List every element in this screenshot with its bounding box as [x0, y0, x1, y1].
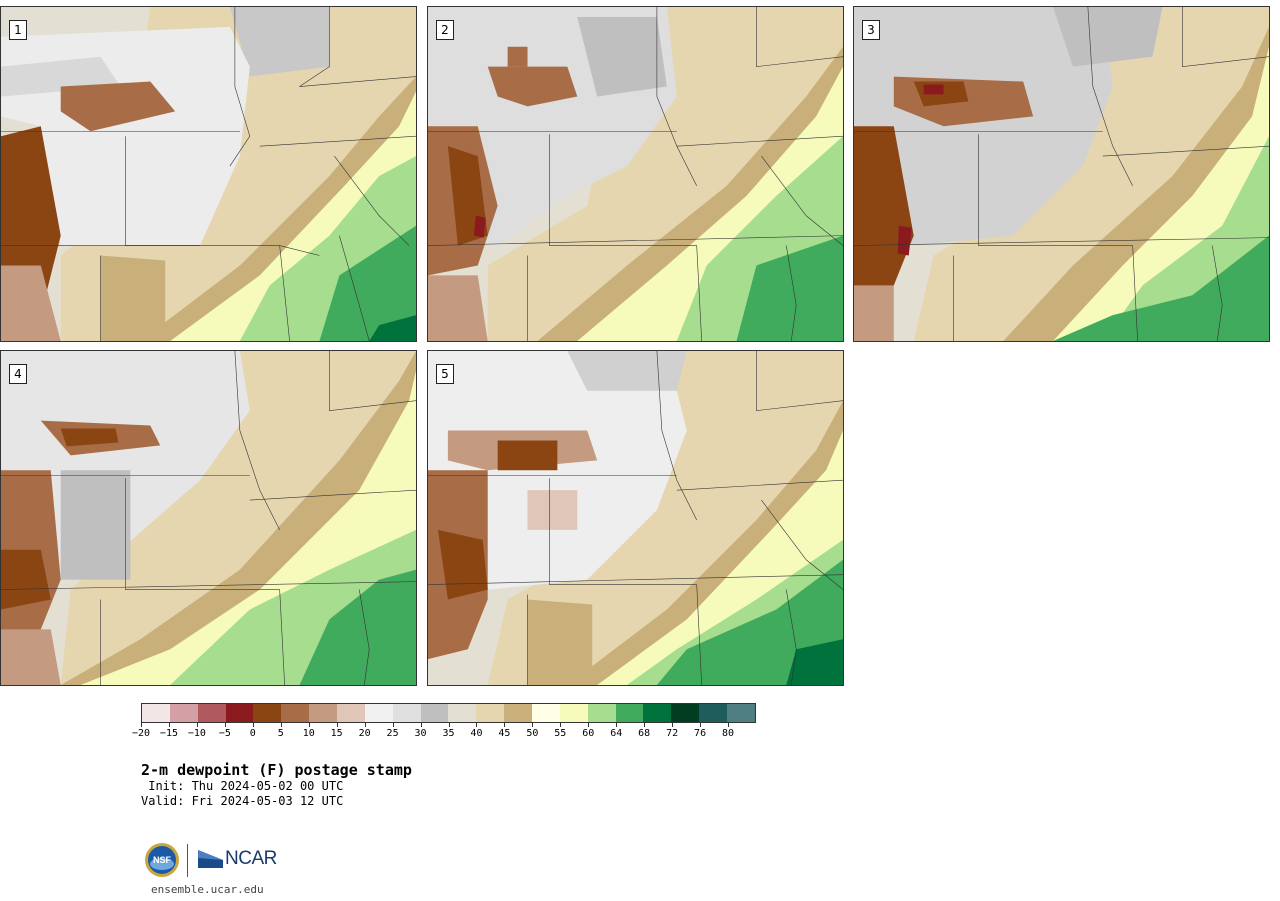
colorbar-tick	[672, 723, 674, 727]
panel-label: 3	[862, 20, 880, 40]
ncar-logo-icon	[198, 850, 223, 868]
ncar-logo-text: NCAR	[225, 848, 277, 869]
colorbar-tick	[168, 723, 170, 727]
colorbar-tick-label: 10	[302, 728, 315, 739]
colorbar-tick-label: 30	[414, 728, 427, 739]
colorbar	[141, 703, 756, 723]
colorbar-tick-label: 55	[554, 728, 567, 739]
colorbar-swatch	[727, 704, 755, 722]
colorbar-tick-label: −10	[187, 728, 206, 739]
colorbar-swatch	[504, 704, 533, 722]
dewpoint-map	[1, 351, 416, 685]
valid-time: Valid: Fri 2024-05-03 12 UTC	[141, 794, 344, 808]
map-panel-1[interactable]: 1	[0, 6, 417, 342]
colorbar-tick	[504, 723, 506, 727]
colorbar-tick-label: 0	[249, 728, 256, 739]
colorbar-tick	[448, 723, 450, 727]
colorbar-tick-label: −15	[159, 728, 178, 739]
colorbar-swatch	[671, 704, 700, 722]
map-panel-3[interactable]: 3	[853, 6, 1270, 342]
logo-divider	[187, 844, 188, 877]
colorbar-tick-label: −5	[218, 728, 231, 739]
colorbar-tick-label: −20	[131, 728, 151, 739]
colorbar-swatch	[309, 704, 338, 722]
colorbar-tick	[476, 723, 478, 727]
colorbar-swatch	[253, 704, 282, 722]
colorbar-tick	[364, 723, 366, 727]
colorbar-tick-label: 68	[638, 728, 651, 739]
colorbar-tick-label: 15	[330, 728, 343, 739]
colorbar-tick-label: 50	[526, 728, 539, 739]
colorbar-swatch	[281, 704, 310, 722]
site-url[interactable]: ensemble.ucar.edu	[151, 883, 264, 896]
colorbar-tick	[588, 723, 590, 727]
logos: NSF NCAR	[144, 842, 284, 882]
colorbar-swatch	[197, 704, 226, 722]
colorbar-swatch	[615, 704, 644, 722]
colorbar-tick	[308, 723, 310, 727]
colorbar-tick	[141, 723, 142, 727]
colorbar-swatch	[448, 704, 477, 722]
panel-label: 5	[436, 364, 454, 384]
map-panel-2[interactable]: 2	[427, 6, 844, 342]
colorbar-tick	[532, 723, 534, 727]
colorbar-tick	[420, 723, 422, 727]
colorbar-tick-label: 76	[694, 728, 707, 739]
colorbar-tick	[616, 723, 618, 727]
colorbar-tick	[196, 723, 198, 727]
colorbar-tick-label: 35	[442, 728, 455, 739]
colorbar-tick	[252, 723, 254, 727]
colorbar-swatch	[420, 704, 449, 722]
colorbar-tick-label: 20	[358, 728, 371, 739]
colorbar-tick-label: 40	[470, 728, 483, 739]
colorbar-tick-label: 5	[277, 728, 284, 739]
colorbar-tick	[280, 723, 282, 727]
map-panel-4[interactable]: 4	[0, 350, 417, 686]
colorbar-tick	[392, 723, 394, 727]
colorbar-ticks: −20 −15 −10 −5 0 5 10 15 20 25 30 35 40 45 50 55 60 64 68 7…	[132, 723, 756, 743]
colorbar-tick	[728, 723, 730, 727]
panel-label: 2	[436, 20, 454, 40]
dewpoint-map	[854, 7, 1269, 341]
dewpoint-map	[428, 7, 843, 341]
colorbar-swatch	[532, 704, 560, 722]
colorbar-swatch	[699, 704, 728, 722]
colorbar-tick	[644, 723, 646, 727]
colorbar-tick	[336, 723, 338, 727]
colorbar-swatch	[476, 704, 505, 722]
colorbar-tick	[560, 723, 562, 727]
panel-label: 4	[9, 364, 27, 384]
colorbar-swatch	[225, 704, 254, 722]
nsf-logo-icon: NSF	[145, 843, 179, 877]
colorbar-swatch	[392, 704, 421, 722]
colorbar-swatch	[364, 704, 393, 722]
colorbar-tick-label: 80	[722, 728, 735, 739]
colorbar-swatch	[337, 704, 365, 722]
dewpoint-map	[428, 351, 843, 685]
colorbar-tick-label: 64	[610, 728, 623, 739]
colorbar-swatch	[587, 704, 616, 722]
plot-title: 2-m dewpoint (F) postage stamp	[141, 761, 412, 779]
colorbar-tick-label: 60	[582, 728, 595, 739]
colorbar-swatch	[559, 704, 588, 722]
colorbar-swatch	[643, 704, 672, 722]
nsf-logo-text: NSF	[153, 855, 172, 865]
colorbar-tick	[700, 723, 702, 727]
init-time: Init: Thu 2024-05-02 00 UTC	[141, 779, 344, 793]
map-panel-5[interactable]: 5	[427, 350, 844, 686]
colorbar-swatch	[142, 704, 170, 722]
colorbar-tick-label: 72	[666, 728, 679, 739]
panel-label: 1	[9, 20, 27, 40]
colorbar-tick	[224, 723, 226, 727]
colorbar-tick-label: 25	[386, 728, 399, 739]
colorbar-swatch	[169, 704, 198, 722]
colorbar-tick-label: 45	[498, 728, 511, 739]
dewpoint-map	[1, 7, 416, 341]
